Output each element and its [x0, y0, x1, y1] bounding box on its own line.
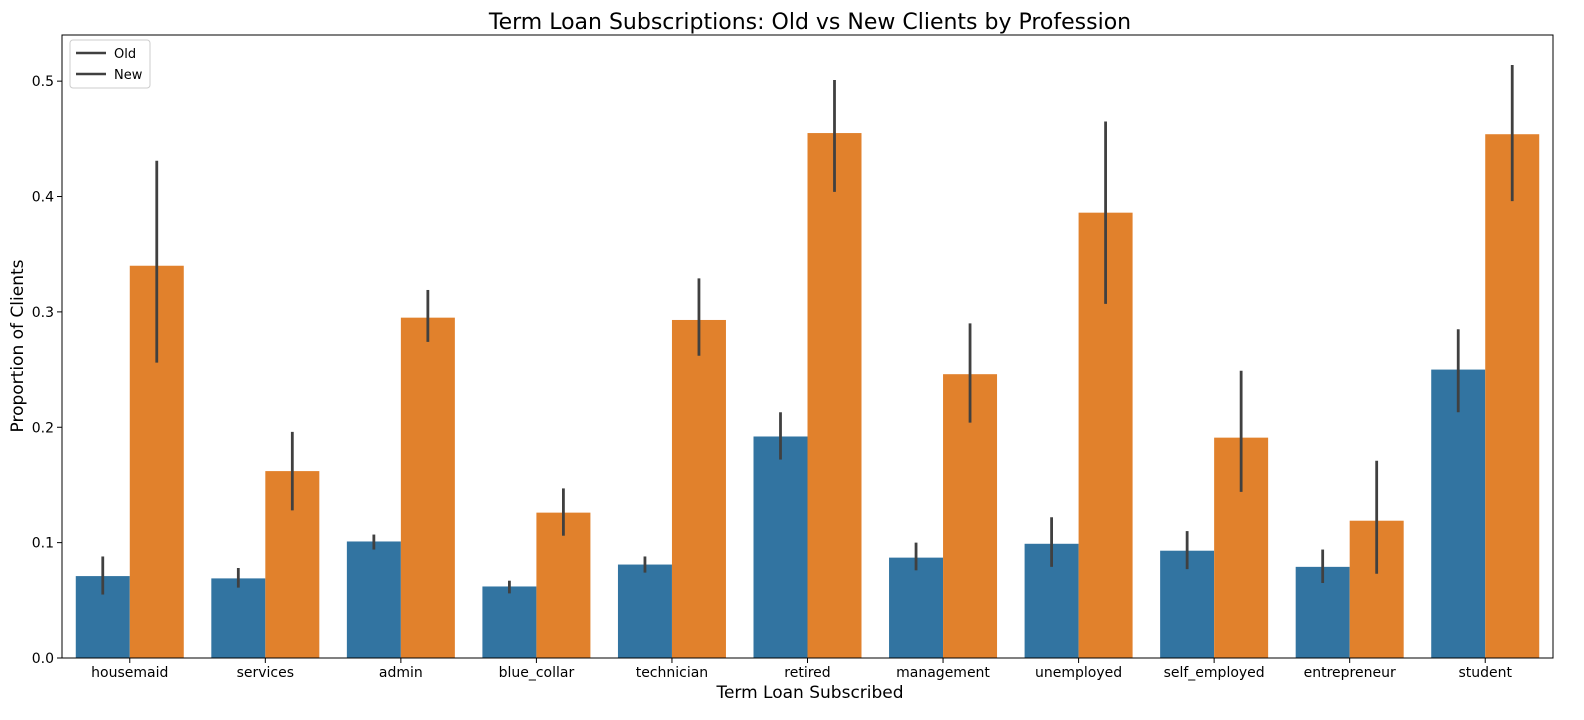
x-tick-label: retired	[784, 665, 830, 681]
y-tick-label: 0.1	[32, 536, 54, 552]
bar-new-technician	[671, 319, 726, 658]
legend-label-new: New	[114, 68, 143, 83]
x-tick-label: management	[896, 665, 990, 681]
x-tick-label: self_employed	[1164, 665, 1265, 681]
bar-new-admin	[400, 317, 455, 658]
errorbars-layer	[101, 64, 1514, 595]
y-tick-label: 0.3	[32, 305, 54, 321]
bars-layer	[75, 133, 1540, 659]
x-tick-label: blue_collar	[499, 665, 575, 681]
x-tick-label: unemployed	[1035, 665, 1122, 681]
x-tick-label: services	[237, 665, 294, 681]
y-tick-label: 0.5	[32, 74, 54, 90]
bar-old-retired	[753, 436, 808, 658]
legend-label-old: Old	[114, 47, 136, 62]
x-axis-label: Term Loan Subscribed	[715, 683, 903, 703]
bar-new-blue_collar	[536, 512, 591, 658]
x-tick-label: technician	[636, 665, 708, 681]
x-tick-label: housemaid	[91, 665, 168, 681]
y-tick-label: 0.0	[32, 651, 54, 667]
x-tick-label: admin	[379, 665, 423, 681]
y-tick-label: 0.4	[32, 190, 54, 206]
y-tick-label: 0.2	[32, 420, 54, 436]
bar-old-student	[1431, 369, 1486, 658]
x-tick-label: entrepreneur	[1304, 665, 1396, 681]
chart-title: Term Loan Subscriptions: Old vs New Clie…	[488, 10, 1131, 35]
bar-old-services	[211, 578, 266, 658]
y-axis-label: Proportion of Clients	[8, 259, 28, 432]
bar-old-management	[889, 557, 944, 658]
x-tick-label: student	[1458, 665, 1512, 681]
bar-new-student	[1485, 134, 1540, 659]
bar-new-retired	[807, 133, 862, 658]
bar-old-blue_collar	[482, 586, 537, 658]
axes-layer: 0.0 0.1 0.2 0.3 0.4 0.5 housemaid services admin…	[32, 34, 1554, 681]
bar-old-technician	[617, 564, 672, 658]
legend: Old New	[69, 39, 151, 89]
bar-old-admin	[346, 541, 401, 658]
